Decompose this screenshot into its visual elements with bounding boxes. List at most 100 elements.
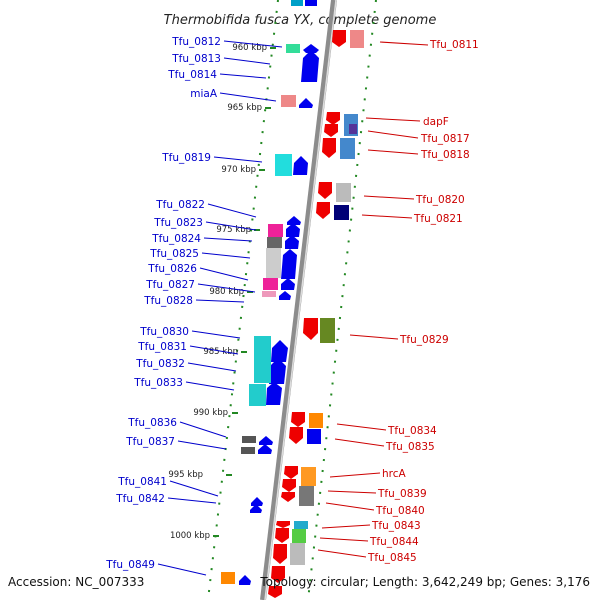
gene-label[interactable]: Tfu_0821 <box>413 213 463 225</box>
gene-label[interactable]: Tfu_0823 <box>153 217 203 229</box>
gene-label[interactable]: Tfu_0824 <box>151 233 201 245</box>
leader-line <box>365 117 421 122</box>
accession-text: Accession: NC_007333 <box>8 575 144 589</box>
gene-label[interactable]: Tfu_0830 <box>139 326 189 338</box>
cog-block <box>266 248 281 278</box>
cog-block <box>336 183 351 202</box>
cog-block <box>262 291 276 297</box>
leader-line <box>219 73 267 79</box>
gene-arrow <box>289 427 303 444</box>
gene-arrow <box>271 340 288 362</box>
leader-line <box>321 524 371 529</box>
cog-block <box>275 154 292 176</box>
gene-label[interactable]: Tfu_0845 <box>367 552 417 564</box>
gene-label[interactable]: Tfu_0813 <box>171 53 221 65</box>
cog-block <box>281 95 296 107</box>
gene-arrow <box>326 112 340 125</box>
gene-arrow <box>251 497 263 506</box>
gene-label[interactable]: Tfu_0842 <box>115 493 165 505</box>
gene-arrow <box>239 575 251 585</box>
top-partial-features <box>291 0 317 6</box>
cog-block <box>320 318 335 343</box>
leader-line <box>203 237 253 242</box>
cog-block <box>221 572 235 584</box>
gene-label[interactable]: Tfu_0832 <box>135 358 185 370</box>
gene-arrow <box>250 504 262 513</box>
leader-line <box>329 472 381 478</box>
gene-block <box>291 0 303 6</box>
gene-arrow <box>268 586 282 598</box>
cog-block <box>267 237 282 248</box>
leader-line <box>199 267 249 281</box>
gene-label[interactable]: Tfu_0825 <box>149 248 199 260</box>
leader-line <box>157 563 207 576</box>
left-label-leaders <box>157 40 283 576</box>
leader-line <box>197 283 256 293</box>
gene-label[interactable]: Tfu_0833 <box>133 377 183 389</box>
cog-block <box>350 30 364 48</box>
leader-line <box>179 421 227 438</box>
cog-block <box>349 124 357 134</box>
gene-label[interactable]: Tfu_0836 <box>127 417 177 429</box>
gene-label[interactable]: Tfu_0820 <box>415 194 465 206</box>
leader-line <box>191 330 241 339</box>
gene-label[interactable]: Tfu_0826 <box>147 263 197 275</box>
gene-label[interactable]: Tfu_0828 <box>143 295 193 307</box>
gene-arrow <box>301 50 319 82</box>
gene-label[interactable]: Tfu_0840 <box>375 505 425 517</box>
cog-block <box>301 467 316 486</box>
gene-label[interactable]: Tfu_0831 <box>137 341 187 353</box>
leader-line <box>189 345 239 355</box>
gene-arrow <box>322 138 336 158</box>
gene-label[interactable]: Tfu_0812 <box>171 36 221 48</box>
cog-block <box>307 429 321 444</box>
kbp-label: 995 kbp <box>168 470 203 480</box>
gene-label[interactable]: Tfu_0818 <box>420 149 470 161</box>
gene-label[interactable]: Tfu_0843 <box>371 520 421 532</box>
gene-arrow <box>284 466 298 479</box>
cog-block <box>294 521 308 529</box>
genome-backbone-highlight <box>264 0 337 600</box>
gene-label[interactable]: Tfu_0817 <box>420 133 470 145</box>
gene-label[interactable]: Tfu_0844 <box>369 536 419 548</box>
gene-label[interactable]: Tfu_0835 <box>385 441 435 453</box>
gene-arrow <box>275 528 289 543</box>
leader-line <box>223 57 271 65</box>
gene-label[interactable]: Tfu_0834 <box>387 425 437 437</box>
leader-line <box>319 537 369 542</box>
gene-label[interactable]: Tfu_0849 <box>105 559 155 571</box>
forward-strand-cog-blocks <box>290 30 364 565</box>
gene-arrow <box>266 382 282 405</box>
leader-line <box>195 299 245 303</box>
gene-arrow <box>259 436 273 445</box>
gene-label[interactable]: Tfu_0814 <box>167 69 217 81</box>
leader-line <box>367 130 419 139</box>
gene-label[interactable]: dapF <box>423 116 449 128</box>
gene-label[interactable]: Tfu_0822 <box>155 199 205 211</box>
leader-line <box>213 156 263 163</box>
leader-line <box>361 214 413 219</box>
leader-line <box>349 334 399 340</box>
gene-label[interactable]: miaA <box>190 88 218 100</box>
cog-block <box>292 529 306 543</box>
gene-label[interactable]: Tfu_0839 <box>377 488 427 500</box>
gene-arrow <box>287 216 301 225</box>
cog-block <box>249 384 266 406</box>
gene-arrow <box>281 249 297 279</box>
leader-line <box>334 438 385 447</box>
gene-label[interactable]: Tfu_0837 <box>125 436 175 448</box>
kbp-label: 965 kbp <box>227 103 262 113</box>
gene-label[interactable]: Tfu_0841 <box>117 476 167 488</box>
gene-label[interactable]: Tfu_0811 <box>429 39 479 51</box>
gene-label[interactable]: Tfu_0829 <box>399 334 449 346</box>
gene-label[interactable]: hrcA <box>382 468 407 480</box>
right-label-leaders <box>317 41 429 558</box>
gene-block <box>305 0 317 6</box>
leader-line <box>167 497 217 504</box>
reverse-strand-genes <box>239 44 319 585</box>
gene-arrow <box>291 412 305 427</box>
gene-label[interactable]: Tfu_0827 <box>145 279 195 291</box>
gene-label[interactable]: Tfu_0819 <box>161 152 211 164</box>
